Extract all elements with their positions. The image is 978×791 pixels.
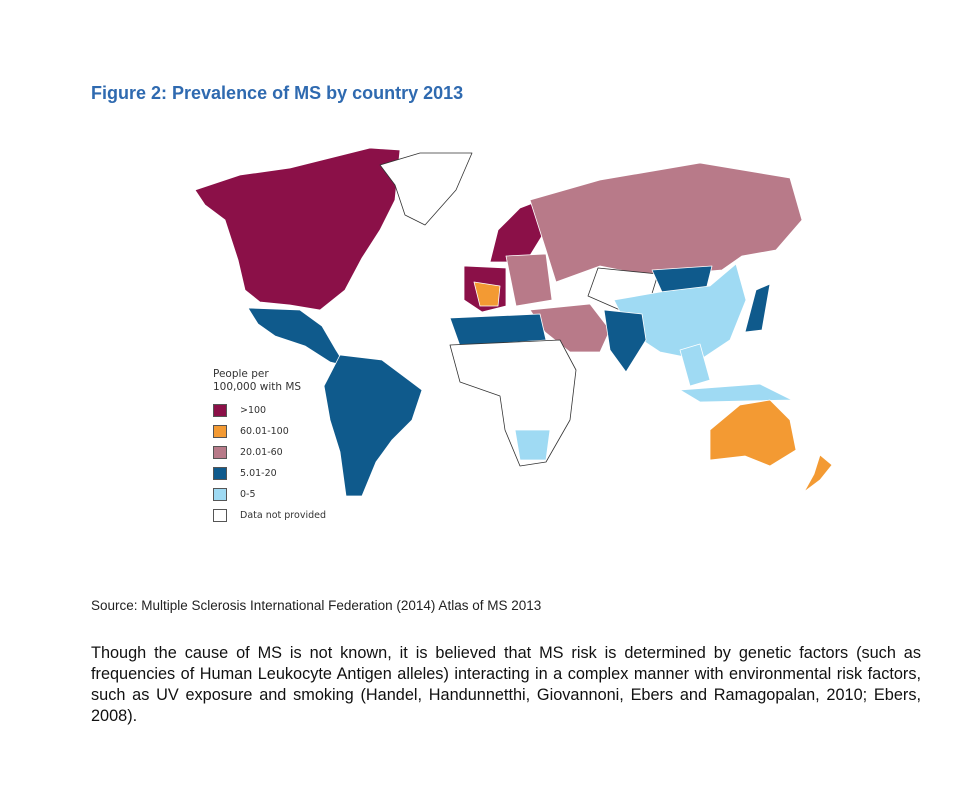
legend-title: People per 100,000 with MS (213, 368, 326, 394)
map-region-australia (709, 399, 797, 467)
legend-label: >100 (240, 405, 267, 416)
legend-item-5to20: 5.01-20 (213, 463, 326, 484)
map-region-mexico-central-america (247, 307, 347, 367)
legend-item-none: Data not provided (213, 505, 326, 526)
map-region-middle-east (529, 303, 611, 353)
legend-item-60to100: 60.01-100 (213, 421, 326, 442)
legend-label: 0-5 (240, 489, 256, 500)
map-region-france (473, 281, 501, 307)
legend-swatch (213, 404, 227, 417)
map-region-central-africa (449, 339, 577, 467)
legend-swatch (213, 425, 227, 438)
legend-label: 5.01-20 (240, 468, 277, 479)
legend-label: 60.01-100 (240, 426, 289, 437)
body-paragraph: Though the cause of MS is not known, it … (91, 644, 921, 725)
map-region-south-america (323, 354, 423, 497)
map-legend: People per 100,000 with MS >100 60.01-100… (213, 368, 326, 526)
legend-label: 20.01-60 (240, 447, 283, 458)
legend-title-line2: 100,000 with MS (213, 381, 302, 393)
map-region-russia (529, 162, 803, 283)
map-region-japan (744, 283, 771, 333)
legend-item-0to5: 0-5 (213, 484, 326, 505)
legend-item-gt100: >100 (213, 400, 326, 421)
map-region-north-africa (449, 313, 547, 347)
map-region-india (603, 309, 647, 373)
legend-swatch (213, 467, 227, 480)
figure-title: Figure 2: Prevalence of MS by country 20… (91, 83, 464, 103)
legend-swatch (213, 509, 227, 522)
map-region-eastern-europe (505, 253, 553, 307)
legend-swatch (213, 488, 227, 501)
map-region-north-america (194, 147, 401, 311)
figure-source: Source: Multiple Sclerosis International… (91, 598, 542, 613)
legend-label: Data not provided (240, 510, 326, 521)
map-region-southern-africa (514, 429, 551, 461)
map-region-new-zealand (803, 454, 833, 493)
map-region-southeast-asia (679, 343, 711, 387)
map-region-indonesia (679, 383, 793, 403)
legend-title-line1: People per (213, 368, 269, 380)
legend-item-20to60: 20.01-60 (213, 442, 326, 463)
legend-swatch (213, 446, 227, 459)
map-region-greenland (379, 152, 473, 226)
